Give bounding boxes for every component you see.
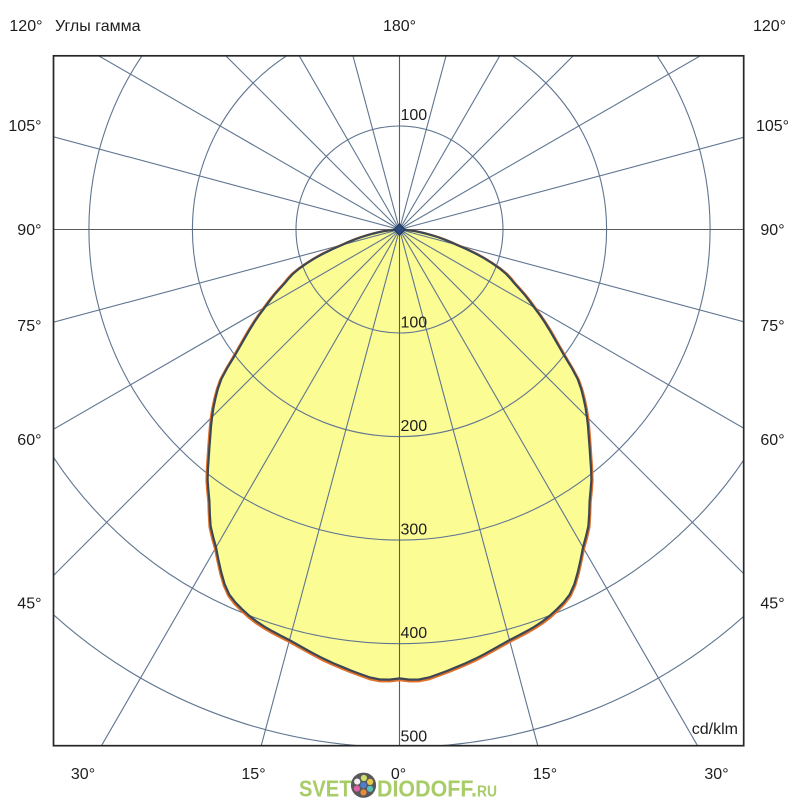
svg-text:120°: 120°	[753, 18, 786, 35]
svg-text:180°: 180°	[383, 18, 416, 35]
svg-text:100: 100	[401, 107, 428, 124]
svg-text:DIODOFF.: DIODOFF.	[377, 776, 477, 800]
svg-text:SVET: SVET	[299, 776, 352, 800]
svg-text:120°: 120°	[9, 18, 42, 35]
svg-text:90°: 90°	[760, 222, 784, 239]
svg-text:400: 400	[401, 625, 428, 642]
svg-text:30°: 30°	[71, 766, 95, 783]
svg-text:cd/klm: cd/klm	[692, 721, 738, 738]
svg-text:300: 300	[401, 522, 428, 539]
svg-text:105°: 105°	[756, 118, 789, 135]
svg-text:RU: RU	[477, 784, 497, 800]
svg-text:Углы гамма: Углы гамма	[55, 18, 141, 35]
svg-text:45°: 45°	[760, 596, 784, 613]
svg-text:30°: 30°	[704, 766, 728, 783]
svg-text:75°: 75°	[760, 318, 784, 335]
svg-text:60°: 60°	[17, 432, 41, 449]
svg-text:100: 100	[401, 314, 428, 331]
svg-text:200: 200	[401, 418, 428, 435]
svg-text:500: 500	[401, 729, 428, 746]
svg-text:105°: 105°	[8, 118, 41, 135]
svg-text:15°: 15°	[533, 766, 557, 783]
svg-text:15°: 15°	[241, 766, 265, 783]
svg-text:60°: 60°	[760, 432, 784, 449]
svg-text:0°: 0°	[391, 766, 406, 783]
svg-text:75°: 75°	[17, 318, 41, 335]
svg-text:90°: 90°	[17, 222, 41, 239]
svg-text:45°: 45°	[17, 596, 41, 613]
